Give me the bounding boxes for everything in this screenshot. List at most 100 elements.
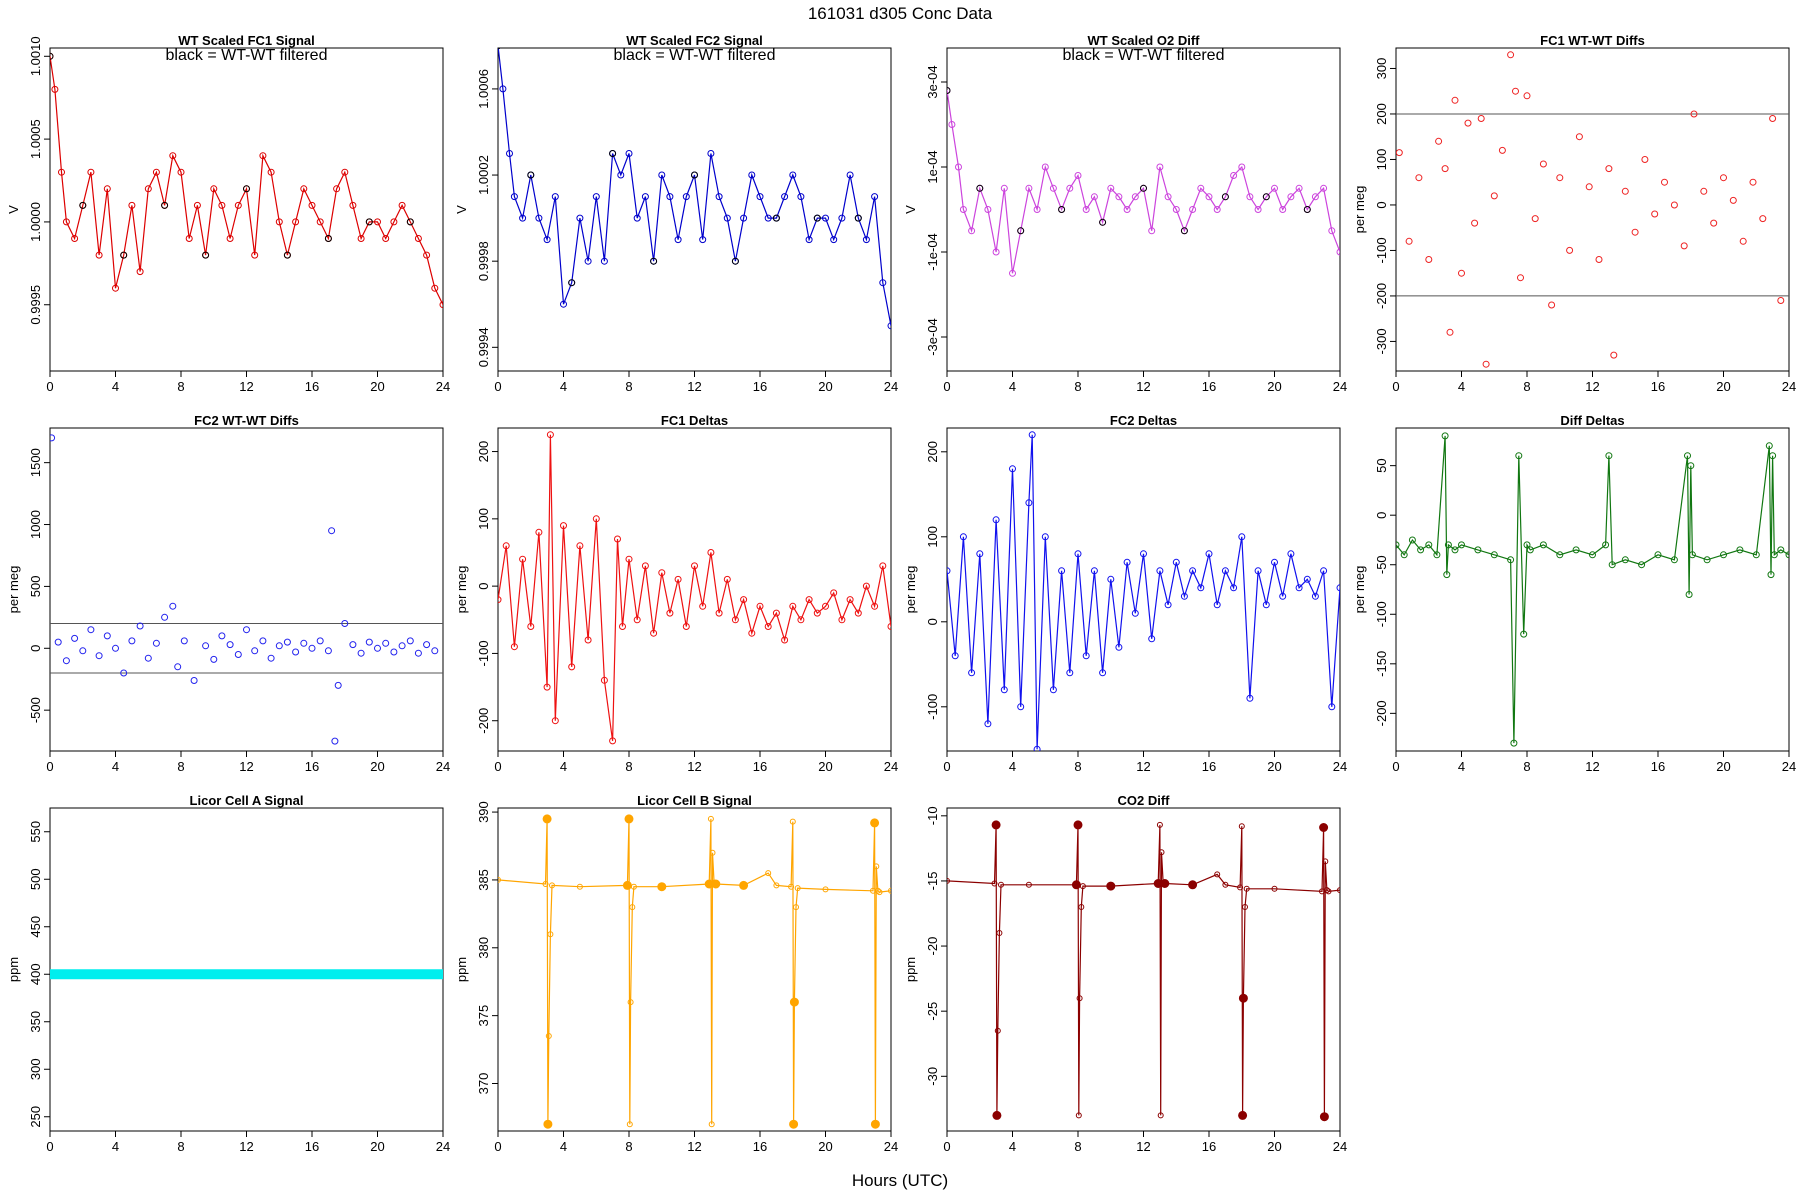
x-tick-label: 12 bbox=[1585, 379, 1599, 394]
x-tick-label: 16 bbox=[1202, 379, 1216, 394]
chart-title: FC1 WT-WT Diffs bbox=[1540, 33, 1645, 48]
data-point bbox=[1720, 551, 1727, 559]
chart-diff-deltas: Diff Deltas 0 4 8 12 16 20 24 -200 -150 -100 -50 0 50… bbox=[1352, 413, 1796, 774]
data-point bbox=[1322, 858, 1329, 865]
filtered-point bbox=[50, 52, 54, 60]
data-point bbox=[1311, 193, 1319, 201]
plot-frame bbox=[497, 427, 892, 752]
data-point bbox=[1009, 269, 1016, 277]
data-point bbox=[1443, 571, 1451, 579]
x-tick-label: 0 bbox=[943, 759, 950, 774]
data-point bbox=[797, 616, 805, 624]
x-tick-label: 20 bbox=[1267, 379, 1281, 394]
data-point bbox=[545, 1033, 552, 1039]
y-tick-label: 400 bbox=[28, 963, 43, 985]
filtered-point bbox=[854, 214, 862, 222]
data-point bbox=[398, 201, 406, 209]
chart-title: FC1 Deltas bbox=[661, 413, 728, 428]
data-point bbox=[1556, 174, 1564, 182]
y-tick-label: -3e-04 bbox=[925, 318, 940, 356]
data-point bbox=[830, 589, 838, 597]
plot-area bbox=[947, 431, 1340, 751]
x-tick-label: 16 bbox=[1202, 759, 1216, 774]
data-point bbox=[357, 649, 365, 657]
data-point bbox=[805, 596, 813, 604]
y-tick-label: 0 bbox=[28, 645, 43, 652]
data-point bbox=[190, 677, 198, 684]
x-tick-label: 8 bbox=[177, 1139, 184, 1154]
data-point bbox=[535, 214, 543, 222]
data-point bbox=[781, 636, 789, 644]
figure-xlabel: Hours (UTC) bbox=[852, 1171, 948, 1190]
y-tick-label: 1.0006 bbox=[476, 69, 491, 109]
y-axis-label: per meg bbox=[1352, 186, 1367, 234]
x-tick-label: 4 bbox=[112, 1139, 119, 1154]
y-tick-label: 250 bbox=[28, 1106, 43, 1128]
x-tick-label: 8 bbox=[1074, 379, 1081, 394]
data-point bbox=[584, 636, 592, 644]
data-point bbox=[1009, 465, 1016, 473]
data-point bbox=[1287, 550, 1295, 558]
data-point bbox=[622, 880, 632, 890]
x-tick-label: 20 bbox=[1716, 759, 1730, 774]
data-point bbox=[542, 881, 549, 887]
data-point bbox=[498, 596, 502, 604]
x-tick-label: 24 bbox=[1333, 379, 1347, 394]
x-tick-label: 12 bbox=[687, 1139, 701, 1154]
data-point bbox=[633, 214, 641, 222]
data-point bbox=[1123, 558, 1131, 566]
data-point bbox=[650, 629, 658, 637]
data-point bbox=[1523, 92, 1531, 100]
data-point bbox=[506, 150, 513, 157]
y-tick-label: 550 bbox=[28, 821, 43, 843]
filtered-point bbox=[406, 218, 414, 226]
data-point bbox=[1271, 558, 1278, 566]
data-point bbox=[136, 268, 144, 276]
y-axis-label: V bbox=[6, 205, 21, 214]
x-tick-label: 0 bbox=[494, 379, 501, 394]
data-point bbox=[543, 1119, 553, 1129]
data-point bbox=[707, 150, 715, 157]
filtered-point bbox=[202, 251, 210, 259]
x-tick-label: 4 bbox=[112, 379, 119, 394]
x-tick-label: 16 bbox=[753, 759, 767, 774]
data-point bbox=[1156, 567, 1164, 575]
data-point bbox=[510, 193, 518, 201]
plot-area bbox=[50, 52, 443, 309]
series-line bbox=[947, 824, 1340, 1117]
chart-title: WT Scaled FC2 Signal bbox=[626, 33, 763, 48]
data-point bbox=[341, 168, 349, 176]
y-tick-label: -100 bbox=[1374, 601, 1389, 627]
data-point bbox=[682, 193, 690, 201]
data-point bbox=[576, 883, 583, 890]
data-point bbox=[1099, 669, 1107, 677]
x-tick-label: 16 bbox=[305, 379, 319, 394]
data-point bbox=[951, 652, 959, 660]
data-point bbox=[1729, 196, 1737, 204]
data-point bbox=[519, 214, 527, 222]
data-point bbox=[1082, 652, 1090, 660]
y-axis-label: per meg bbox=[1352, 566, 1367, 614]
data-point bbox=[756, 602, 764, 610]
data-point bbox=[551, 193, 559, 201]
data-point bbox=[374, 218, 381, 226]
y-tick-label: -100 bbox=[925, 694, 940, 720]
data-point bbox=[1770, 551, 1778, 559]
data-point bbox=[365, 638, 373, 646]
y-tick-label: -300 bbox=[1374, 328, 1389, 354]
figure-title: 161031 d305 Conc Data bbox=[808, 4, 993, 23]
data-point bbox=[275, 218, 283, 226]
data-point bbox=[1684, 452, 1691, 460]
x-tick-label: 16 bbox=[753, 379, 767, 394]
data-point bbox=[1687, 462, 1695, 470]
data-point bbox=[822, 602, 829, 610]
data-point bbox=[136, 622, 144, 630]
data-point bbox=[1157, 1112, 1164, 1119]
filtered-point bbox=[731, 257, 739, 265]
data-point bbox=[202, 642, 210, 650]
x-tick-label: 12 bbox=[239, 759, 253, 774]
y-tick-label: 0 bbox=[1374, 512, 1389, 519]
y-tick-label: 1e-04 bbox=[925, 150, 940, 183]
data-point bbox=[1115, 193, 1123, 201]
data-point bbox=[535, 528, 543, 536]
